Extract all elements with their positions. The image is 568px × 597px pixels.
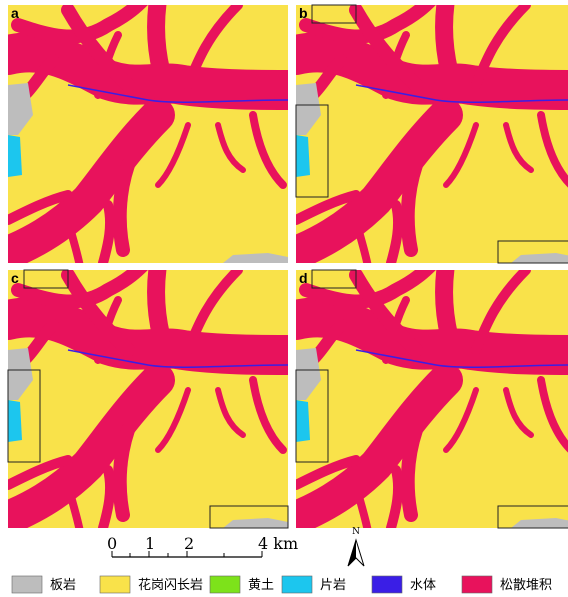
legend-label: 花岗闪长岩 <box>138 577 203 593</box>
legend-swatch <box>372 576 402 593</box>
legend-label: 水体 <box>410 578 436 593</box>
scale-bar: 0 1 2 4 km <box>107 534 298 557</box>
scale-label: 0 <box>107 534 117 553</box>
panel-label: c <box>11 270 19 286</box>
legend-label: 松散堆积 <box>500 578 552 593</box>
panels: a b c d <box>3 0 568 532</box>
north-label: N <box>352 527 360 537</box>
north-arrow: N <box>348 527 364 566</box>
legend-swatch <box>100 576 130 593</box>
map-image <box>291 0 568 267</box>
legend-label: 黄土 <box>248 578 274 593</box>
map-image <box>291 265 568 532</box>
map-image <box>3 265 298 532</box>
map-panel: c <box>3 265 298 532</box>
legend-swatch <box>210 576 240 593</box>
map-panel: d <box>291 265 568 532</box>
panel-label: a <box>11 5 19 21</box>
panel-label: b <box>299 5 308 21</box>
legend-swatch <box>12 576 42 593</box>
legend-swatch <box>282 576 312 593</box>
legend-label: 片岩 <box>320 578 346 593</box>
legend: 板岩 花岗闪长岩 黄土 片岩 水体 松散堆积 <box>12 576 552 593</box>
scale-label: 4 km <box>258 534 298 553</box>
figure: a b c d 0 1 2 4 km N 板岩 花岗闪长岩 黄土 片岩 水体 松散堆积 <box>0 0 568 597</box>
map-panel: b <box>291 0 568 267</box>
legend-swatch <box>462 576 492 593</box>
panel-label: d <box>299 270 308 286</box>
map-panel: a <box>3 0 298 267</box>
legend-label: 板岩 <box>50 578 76 593</box>
map-image <box>3 0 298 267</box>
scale-label: 2 <box>184 534 194 553</box>
scale-label: 1 <box>145 534 155 553</box>
